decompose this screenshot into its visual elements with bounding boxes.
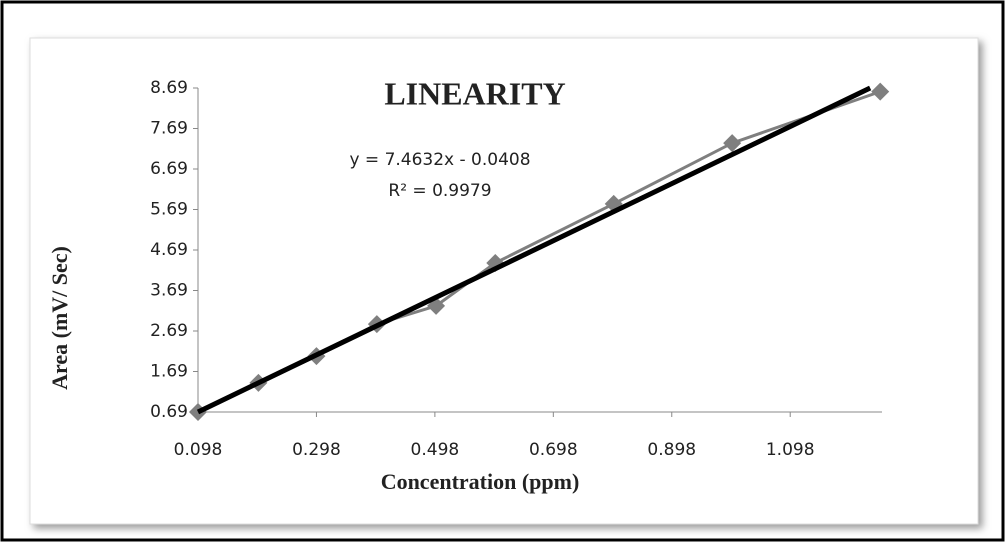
equation: y = 7.4632x - 0.0408 — [349, 150, 530, 170]
y-axis-label: Area (mV/ Sec) — [47, 246, 72, 390]
x-tick-label: 1.098 — [766, 440, 815, 460]
r-squared: R² = 0.9979 — [388, 181, 491, 201]
series-line — [196, 85, 872, 415]
x-tick-label: 0.098 — [174, 440, 223, 460]
y-tick-label: 6.69 — [150, 159, 188, 179]
chart-card — [29, 37, 979, 525]
y-tick-label: 7.69 — [150, 119, 188, 139]
x-tick-label: 0.298 — [292, 440, 341, 460]
y-tick-label: 3.69 — [150, 281, 188, 301]
chart-title: LINEARITY — [384, 75, 565, 111]
y-tick-label: 1.69 — [150, 362, 188, 382]
y-tick-label: 4.69 — [150, 240, 188, 260]
x-tick-label: 0.698 — [529, 440, 578, 460]
data-point — [871, 82, 890, 101]
y-tick-label: 8.69 — [150, 78, 188, 98]
x-axis-label: Concentration (ppm) — [381, 469, 580, 494]
x-tick-label: 0.898 — [647, 440, 696, 460]
y-tick-label: 2.69 — [150, 321, 188, 341]
data-point — [723, 134, 742, 153]
y-tick-label: 0.69 — [150, 402, 188, 422]
x-tick-label: 0.498 — [411, 440, 460, 460]
y-tick-label: 5.69 — [150, 200, 188, 220]
